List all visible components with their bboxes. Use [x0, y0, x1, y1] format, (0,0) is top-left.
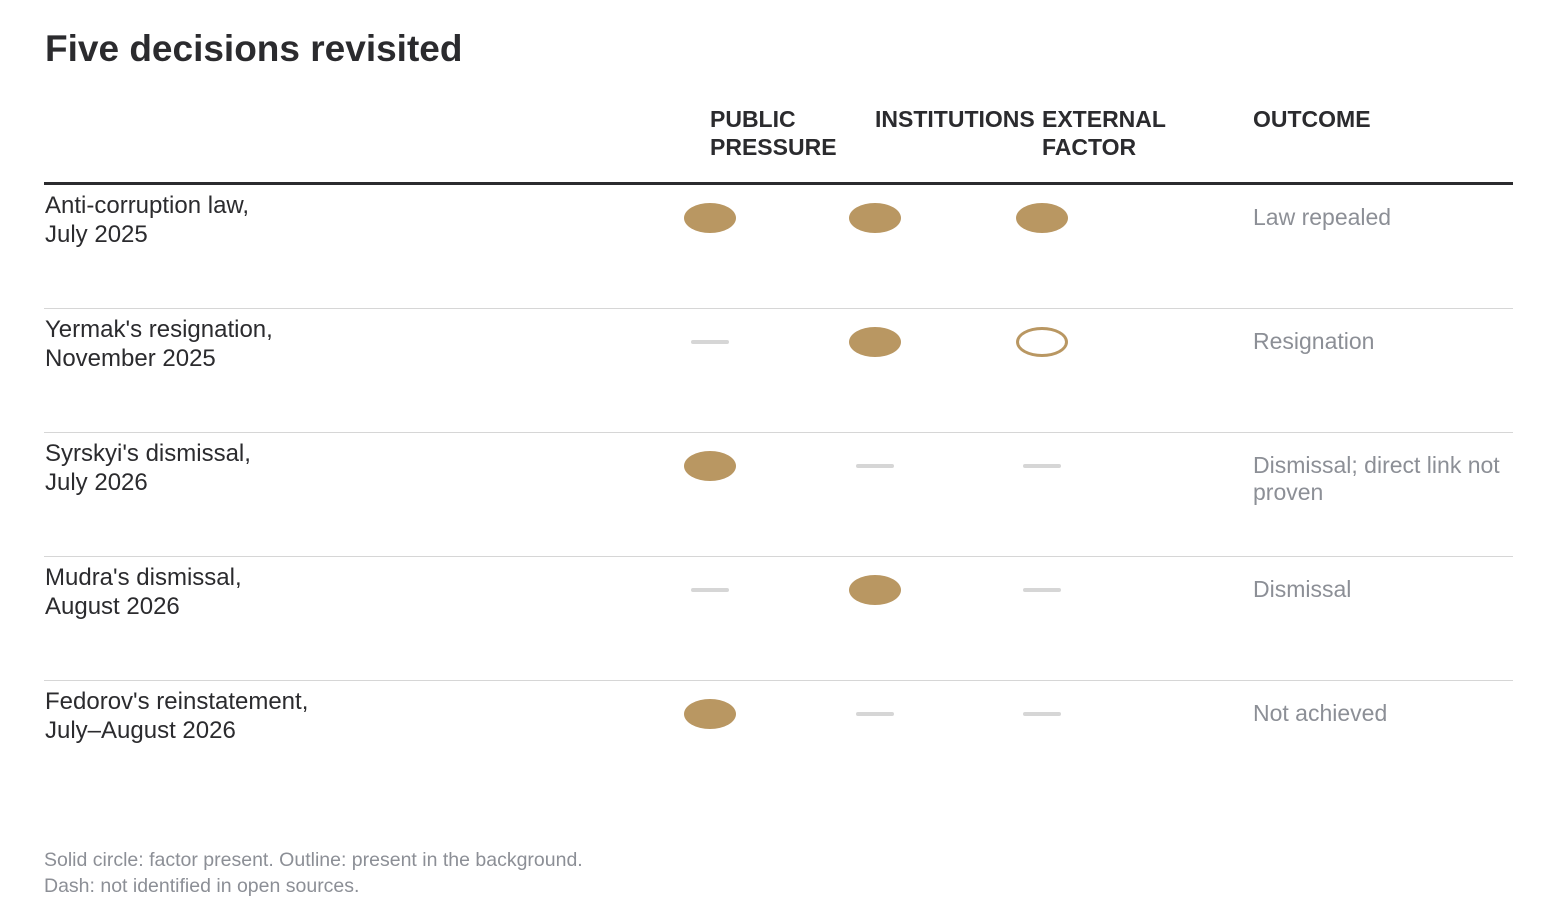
legend-note-line1: Solid circle: factor present. Outline: p…: [44, 849, 583, 871]
row-label-line2: November 2025: [45, 345, 216, 372]
row-label-line1: Syrskyi's dismissal,: [45, 440, 251, 467]
header-rule: [44, 182, 1513, 185]
row-label-line1: Fedorov's reinstatement,: [45, 688, 309, 715]
public-pressure-dash-icon: [691, 340, 729, 344]
institutions-dash-icon: [856, 464, 894, 468]
external-factor-dash-icon: [1023, 588, 1061, 592]
external-factor-outline-circle-icon: [1016, 327, 1068, 357]
row-label: Anti-corruption law, July 2025: [45, 191, 249, 249]
table-row: Mudra's dismissal, August 2026 Dismissal: [44, 557, 1513, 681]
table-row: Yermak's resignation, November 2025 Resi…: [44, 309, 1513, 433]
institutions-solid-circle-icon: [849, 327, 901, 357]
row-label-line2: August 2026: [45, 593, 180, 620]
table-row: Syrskyi's dismissal, July 2026 Dismissal…: [44, 433, 1513, 557]
row-label-line2: July 2026: [45, 469, 148, 496]
public-pressure-solid-circle-icon: [684, 451, 736, 481]
outcome-text: Not achieved: [1253, 700, 1388, 726]
row-label-line2: July 2025: [45, 221, 148, 248]
row-divider: [44, 308, 1513, 309]
legend-note-line2: Dash: not identified in open sources.: [44, 875, 360, 897]
row-label-line1: Anti-corruption law,: [45, 192, 250, 219]
outcome-text: Resignation: [1253, 328, 1375, 354]
row-label: Mudra's dismissal, August 2026: [45, 563, 242, 621]
column-header-public-pressure: PUBLIC PRESSURE: [710, 106, 837, 160]
external-factor-dash-icon: [1023, 712, 1061, 716]
row-label: Yermak's resignation, November 2025: [45, 315, 273, 373]
row-label-line2: July–August 2026: [45, 717, 236, 744]
column-header-external-factor: EXTERNAL FACTOR: [1042, 106, 1166, 160]
external-factor-dash-icon: [1023, 464, 1061, 468]
row-label: Syrskyi's dismissal, July 2026: [45, 439, 251, 497]
public-pressure-dash-icon: [691, 588, 729, 592]
public-pressure-solid-circle-icon: [684, 699, 736, 729]
outcome-text: Dismissal; direct link not proven: [1253, 452, 1500, 505]
institutions-dash-icon: [856, 712, 894, 716]
table-row: Anti-corruption law, July 2025 Law repea…: [44, 185, 1513, 309]
row-divider: [44, 432, 1513, 433]
row-label: Fedorov's reinstatement, July–August 202…: [45, 687, 308, 745]
outcome-text: Dismissal: [1253, 576, 1352, 602]
table-row: Fedorov's reinstatement, July–August 202…: [44, 681, 1513, 805]
outcome-text: Law repealed: [1253, 204, 1392, 230]
institutions-solid-circle-icon: [849, 203, 901, 233]
column-header-outcome: OUTCOME: [1253, 106, 1371, 132]
column-header-institutions: INSTITUTIONS: [875, 106, 1035, 132]
row-divider: [44, 556, 1513, 557]
row-divider: [44, 680, 1513, 681]
institutions-solid-circle-icon: [849, 575, 901, 605]
external-factor-solid-circle-icon: [1016, 203, 1068, 233]
row-label-line1: Yermak's resignation,: [45, 316, 273, 343]
page-title: Five decisions revisited: [45, 28, 463, 69]
row-label-line1: Mudra's dismissal,: [45, 564, 242, 591]
public-pressure-solid-circle-icon: [684, 203, 736, 233]
